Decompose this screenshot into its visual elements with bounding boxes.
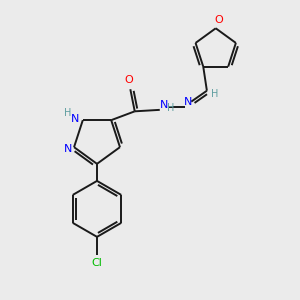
Text: H: H bbox=[212, 89, 219, 99]
Text: N: N bbox=[184, 98, 193, 107]
Text: Cl: Cl bbox=[92, 258, 102, 268]
Text: N: N bbox=[160, 100, 168, 110]
Text: O: O bbox=[124, 75, 133, 85]
Text: H: H bbox=[64, 108, 71, 118]
Text: N: N bbox=[71, 114, 80, 124]
Text: O: O bbox=[214, 15, 223, 25]
Text: H: H bbox=[167, 103, 175, 113]
Text: N: N bbox=[64, 144, 72, 154]
